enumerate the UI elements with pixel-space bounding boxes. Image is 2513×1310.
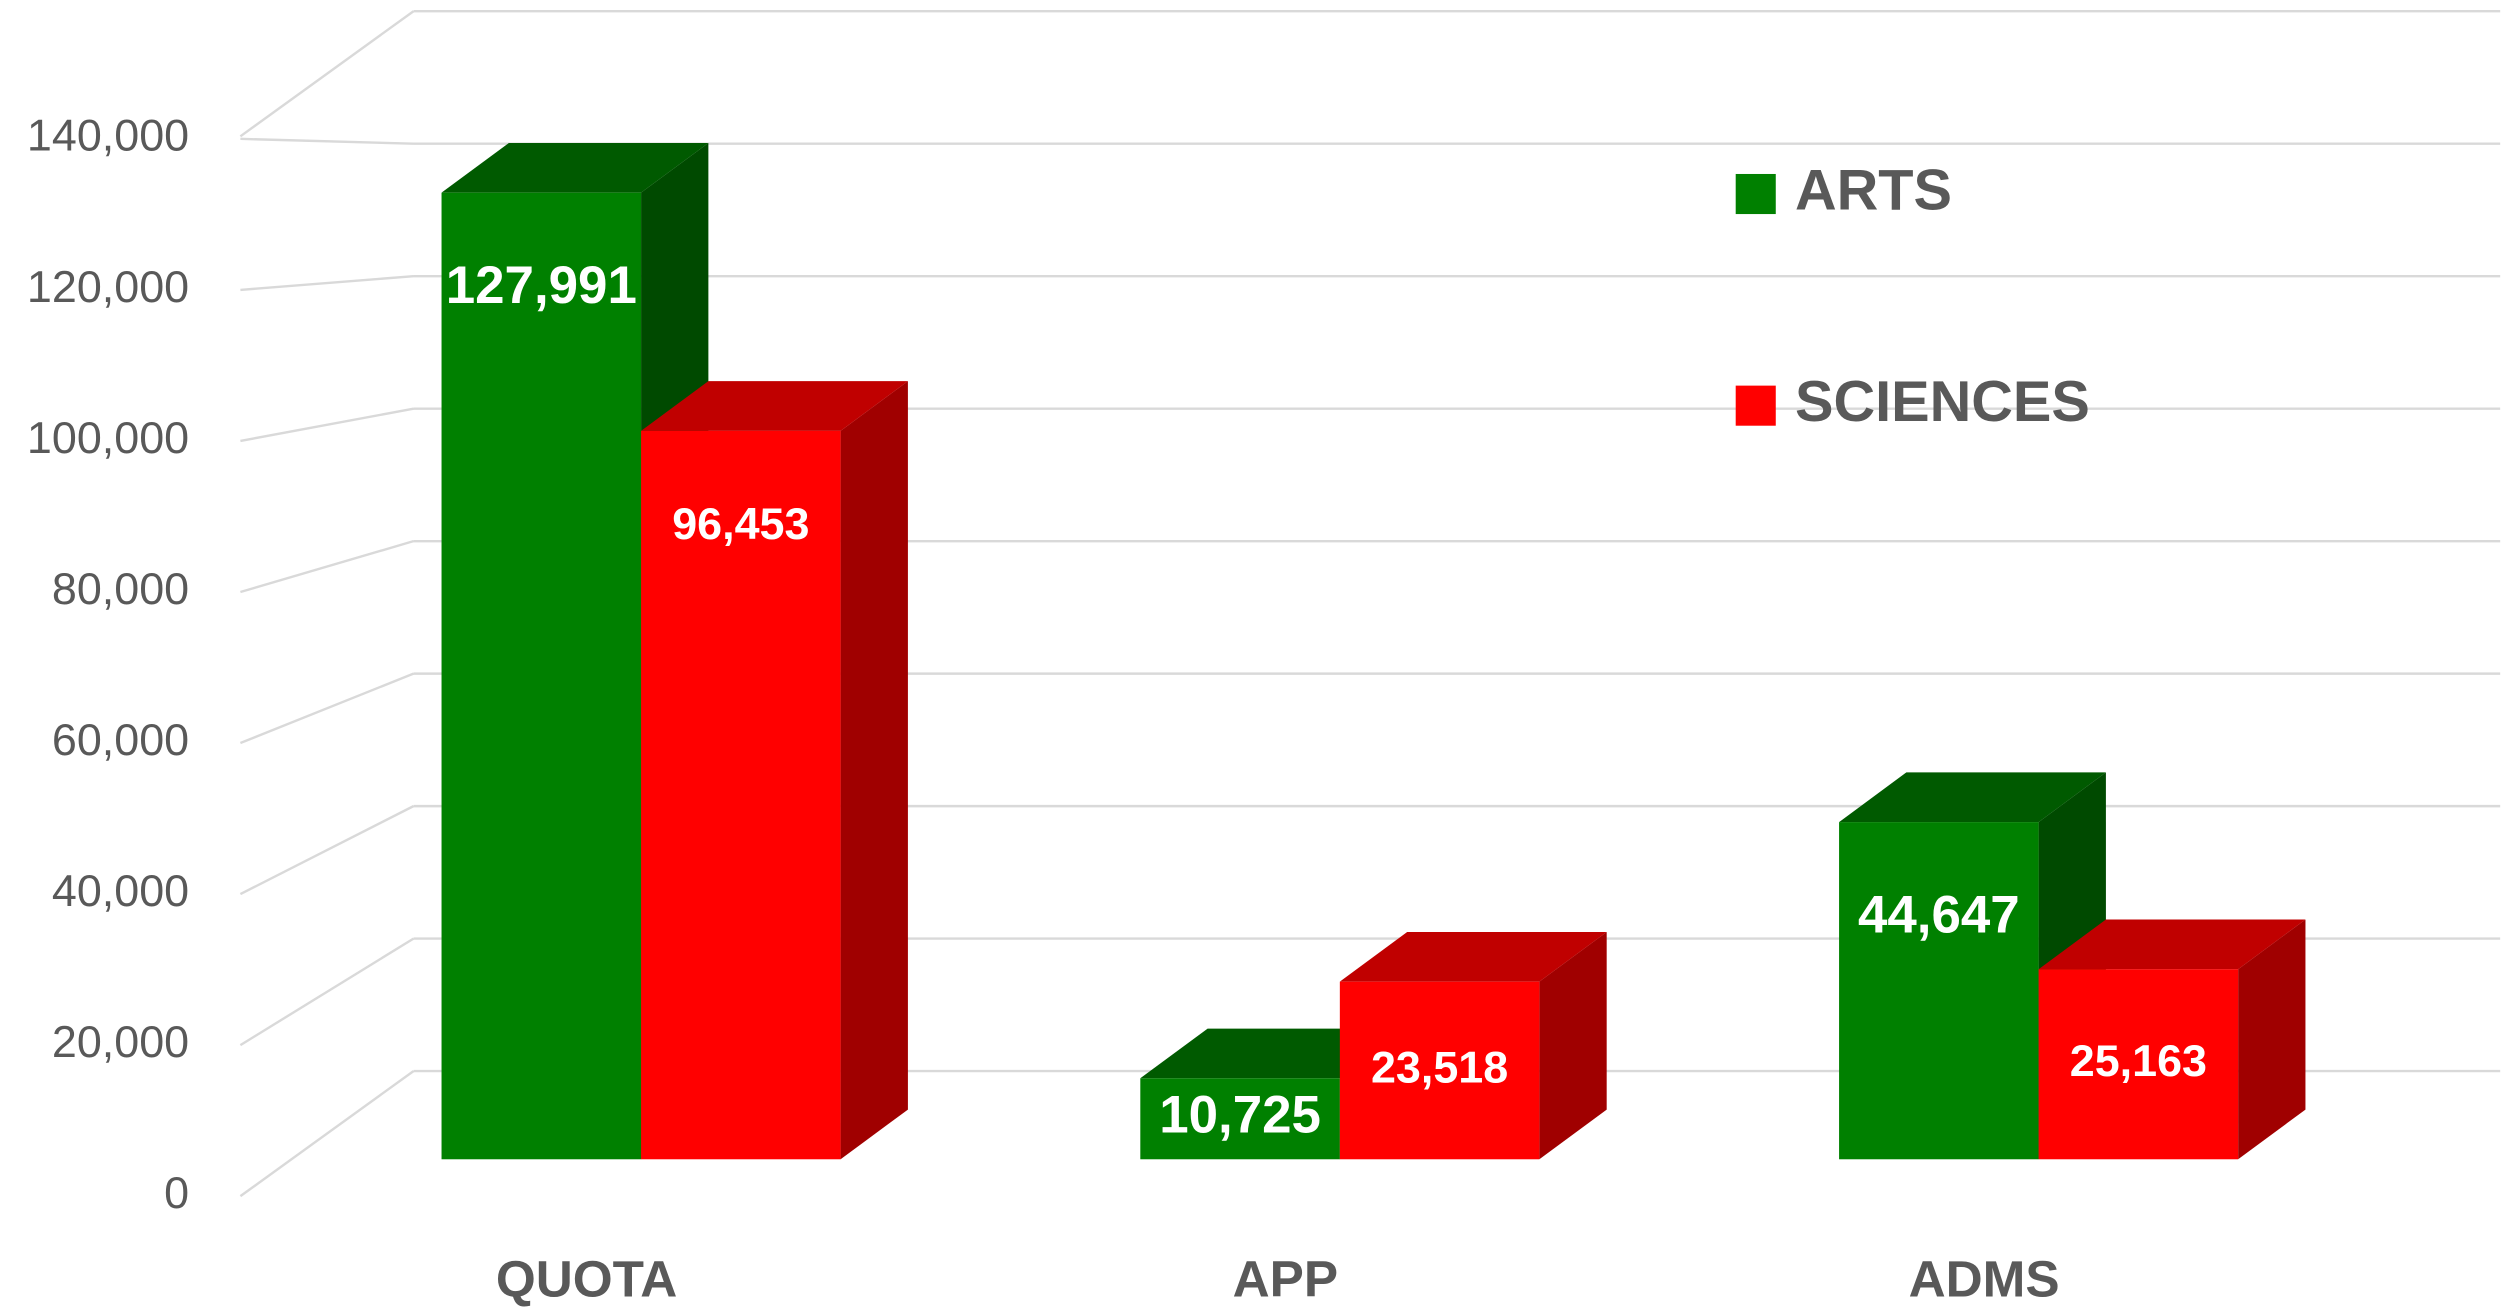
legend-swatch [1735,173,1776,215]
bar-top [441,142,709,193]
bar-top [641,381,908,431]
x-tick-label: APP [1233,1250,1338,1307]
data-label: 23,518 [1371,1041,1508,1092]
y-tick-label: 80,000 [52,563,189,614]
grid-line [239,937,415,1047]
grid-line [239,1070,415,1198]
legend-label: SCIENCES [1795,370,2090,434]
bar [1339,981,1540,1160]
grid-line [239,10,415,138]
bar-top [1839,772,2106,823]
legend-swatch [1735,385,1776,426]
bar [641,430,841,1160]
bar [1140,1078,1340,1160]
data-label: 127,991 [446,256,637,315]
data-label: 44,647 [1858,885,2020,944]
bar-side [840,381,908,1160]
y-tick-label: 100,000 [27,412,189,463]
x-tick-label: ADMS [1909,1250,2060,1307]
grid-line [239,805,415,896]
grid-line [240,274,414,292]
y-tick-label: 40,000 [52,865,189,916]
y-tick-label: 20,000 [52,1016,189,1067]
data-label: 96,453 [672,498,809,549]
grid-line [240,407,414,443]
bar [441,192,642,1160]
bar-side [2238,919,2306,1160]
bar [1839,822,2039,1160]
grid-line [239,672,414,745]
y-tick-label: 140,000 [27,110,189,161]
bar-top [1339,931,1607,982]
y-tick-label: 60,000 [52,714,189,765]
grid-line [240,137,414,145]
bar-top [2038,919,2306,970]
x-tick-label: QUOTA [496,1250,677,1307]
legend-label: ARTS [1795,158,1952,222]
y-tick-label: 0 [164,1167,189,1218]
bar [2038,969,2239,1160]
data-label: 10,725 [1159,1086,1321,1145]
bar-side [1539,931,1607,1160]
grid-line [240,540,414,594]
data-label: 25,163 [2070,1035,2207,1086]
y-tick-label: 120,000 [27,261,189,312]
